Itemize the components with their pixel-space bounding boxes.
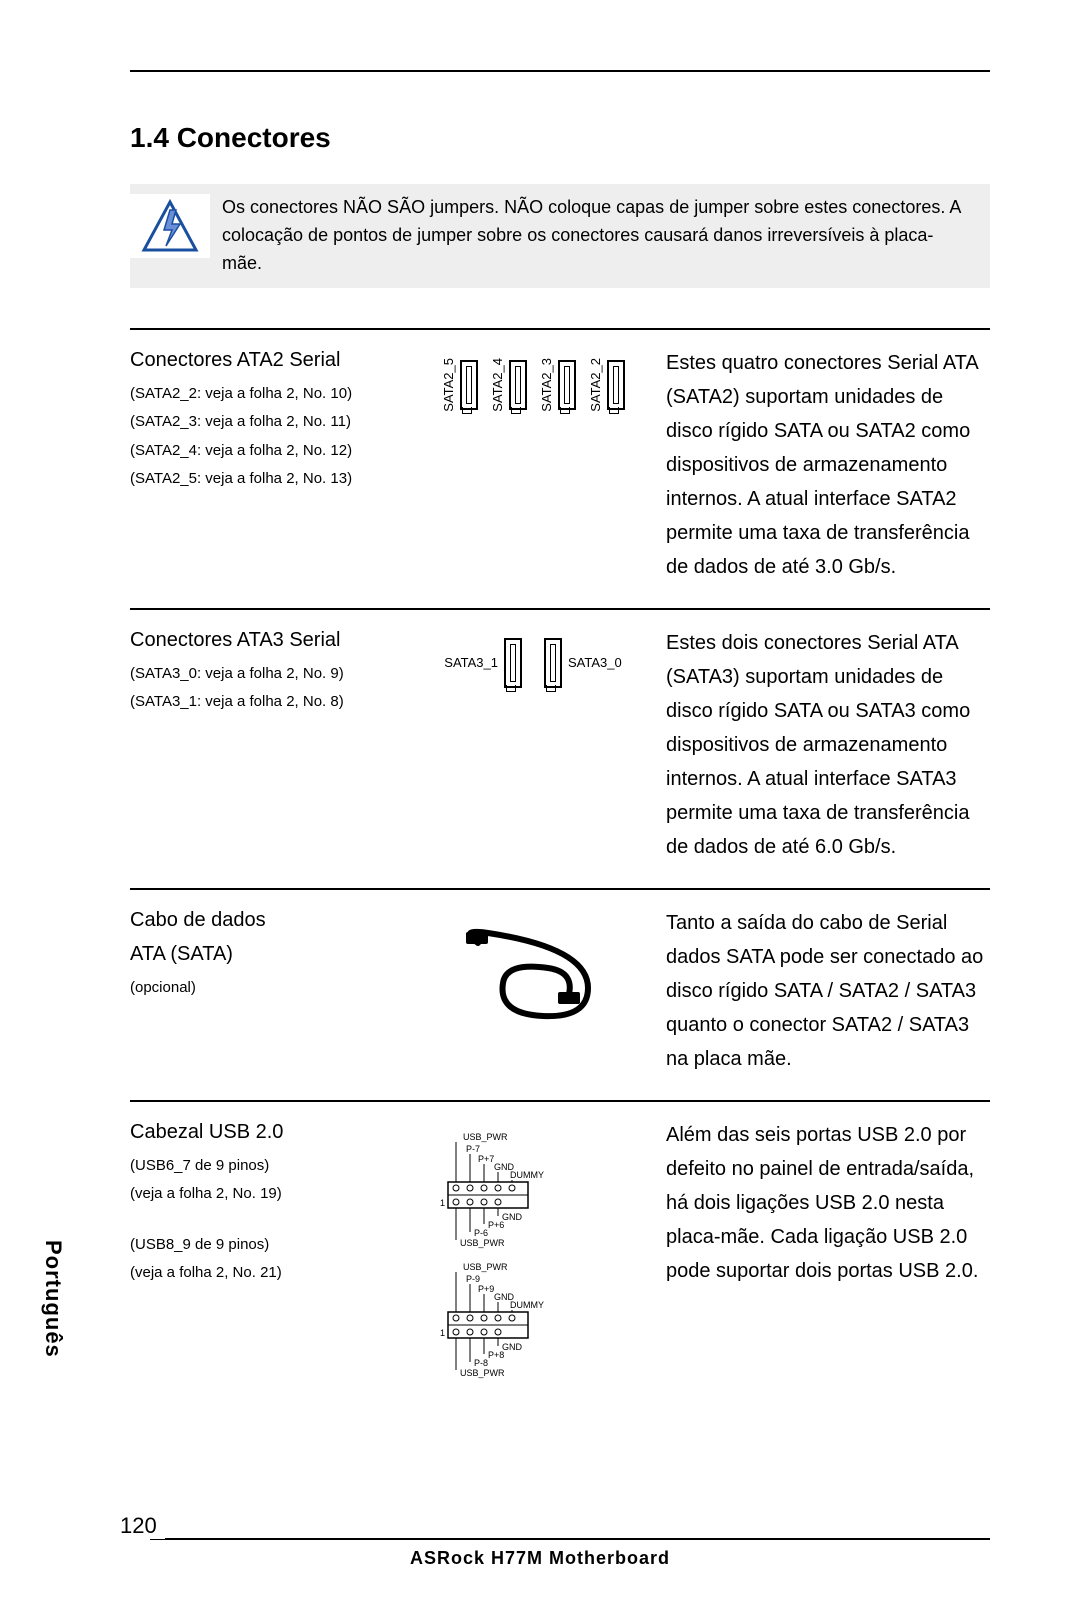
svg-text:USB_PWR: USB_PWR [463, 1132, 508, 1142]
svg-text:P+7: P+7 [478, 1154, 494, 1164]
svg-text:DUMMY: DUMMY [510, 1170, 544, 1180]
svg-text:USB_PWR: USB_PWR [460, 1368, 505, 1378]
svg-text:P+8: P+8 [488, 1350, 504, 1360]
cable-sub: (opcional) [130, 974, 400, 1003]
cable-title-1: Cabo de dados [130, 906, 400, 934]
sata3-left-label: SATA3_1 [444, 655, 498, 670]
sata3-title: Conectores ATA3 Serial [130, 626, 400, 654]
sata2-port-label: SATA2_3 [539, 358, 554, 412]
sata2-sub: (SATA2_3: veja a folha 2, No. 11) [130, 408, 400, 437]
svg-text:P+6: P+6 [488, 1220, 504, 1230]
usb-sub: (veja a folha 2, No. 19) [130, 1180, 400, 1209]
usb-header-icon: USB_PWR P-7 P+7 GND DUMMY 1 GND [418, 1130, 578, 1250]
usb-sub: (USB6_7 de 9 pinos) [130, 1152, 400, 1181]
svg-text:USB_PWR: USB_PWR [460, 1238, 505, 1248]
sata-port-icon [544, 638, 562, 688]
notice-box: Os conectores NÃO SÃO jumpers. NÃO coloq… [130, 184, 990, 288]
sata2-desc: Estes quatro conectores Serial ATA (SATA… [666, 346, 990, 584]
sata3-left: Conectores ATA3 Serial (SATA3_0: veja a … [130, 626, 400, 717]
sata3-sub: (SATA3_0: veja a folha 2, No. 9) [130, 660, 400, 689]
sata3-desc: Estes dois conectores Serial ATA (SATA3)… [666, 626, 990, 864]
usb-diagrams: USB_PWR P-7 P+7 GND DUMMY 1 GND [418, 1118, 648, 1380]
sata2-diagram: SATA2_5 SATA2_4 SATA2_3 SATA2_2 [418, 346, 648, 412]
svg-text:1: 1 [440, 1198, 445, 1208]
section-sata3: Conectores ATA3 Serial (SATA3_0: veja a … [130, 608, 990, 888]
usb-sub: (USB8_9 de 9 pinos) [130, 1231, 400, 1260]
svg-text:GND: GND [502, 1212, 523, 1222]
side-language-tab: Português [40, 1240, 66, 1358]
sata2-sub: (SATA2_2: veja a folha 2, No. 10) [130, 380, 400, 409]
sata-port-icon [558, 360, 576, 410]
sata3-diagram: SATA3_1 SATA3_0 [418, 626, 648, 688]
sata3-right-label: SATA3_0 [568, 655, 622, 670]
sata2-port-label: SATA2_2 [588, 358, 603, 412]
sata2-title: Conectores ATA2 Serial [130, 346, 400, 374]
usb-title: Cabezal USB 2.0 [130, 1118, 400, 1146]
cable-desc: Tanto a saída do cabo de Serial dados SA… [666, 906, 990, 1076]
sata-port-icon [509, 360, 527, 410]
cable-left: Cabo de dados ATA (SATA) (opcional) [130, 906, 400, 1003]
svg-text:1: 1 [440, 1328, 445, 1338]
sata2-sub: (SATA2_4: veja a folha 2, No. 12) [130, 437, 400, 466]
usb-desc: Além das seis portas USB 2.0 por defeito… [666, 1118, 990, 1288]
svg-text:DUMMY: DUMMY [510, 1300, 544, 1310]
footer: 120 ASRock H77M Motherboard [90, 1513, 990, 1569]
svg-text:GND: GND [502, 1342, 523, 1352]
usb-left: Cabezal USB 2.0 (USB6_7 de 9 pinos) (vej… [130, 1118, 400, 1288]
svg-text:USB_PWR: USB_PWR [463, 1262, 508, 1272]
svg-text:P-8: P-8 [474, 1358, 488, 1368]
sata-port-icon [607, 360, 625, 410]
section-sata2: Conectores ATA2 Serial (SATA2_2: veja a … [130, 328, 990, 608]
lightning-icon [130, 194, 210, 258]
notice-text: Os conectores NÃO SÃO jumpers. NÃO coloq… [210, 194, 970, 278]
footer-caption: ASRock H77M Motherboard [90, 1548, 990, 1569]
svg-text:P-9: P-9 [466, 1274, 480, 1284]
sata-port-icon [460, 360, 478, 410]
sata-port-icon [504, 638, 522, 688]
footer-rule [150, 1538, 990, 1540]
cable-title-2: ATA (SATA) [130, 940, 400, 968]
usb-header-icon: USB_PWR P-9 P+9 GND DUMMY 1 GND [418, 1260, 578, 1380]
sata2-left: Conectores ATA2 Serial (SATA2_2: veja a … [130, 346, 400, 494]
usb-sub: (veja a folha 2, No. 21) [130, 1259, 400, 1288]
sata2-port-label: SATA2_5 [441, 358, 456, 412]
section-heading: 1.4 Conectores [130, 122, 990, 154]
svg-text:P+9: P+9 [478, 1284, 494, 1294]
sata3-sub: (SATA3_1: veja a folha 2, No. 8) [130, 688, 400, 717]
svg-text:P-7: P-7 [466, 1144, 480, 1154]
page-number: 120 [120, 1513, 165, 1539]
cable-diagram [418, 906, 648, 1028]
sata-cable-icon [448, 918, 618, 1028]
section-cable: Cabo de dados ATA (SATA) (opcional) Tant… [130, 888, 990, 1100]
sata2-port-label: SATA2_4 [490, 358, 505, 412]
sata2-sub: (SATA2_5: veja a folha 2, No. 13) [130, 465, 400, 494]
svg-text:P-6: P-6 [474, 1228, 488, 1238]
top-rule [130, 70, 990, 72]
section-usb: Cabezal USB 2.0 (USB6_7 de 9 pinos) (vej… [130, 1100, 990, 1388]
